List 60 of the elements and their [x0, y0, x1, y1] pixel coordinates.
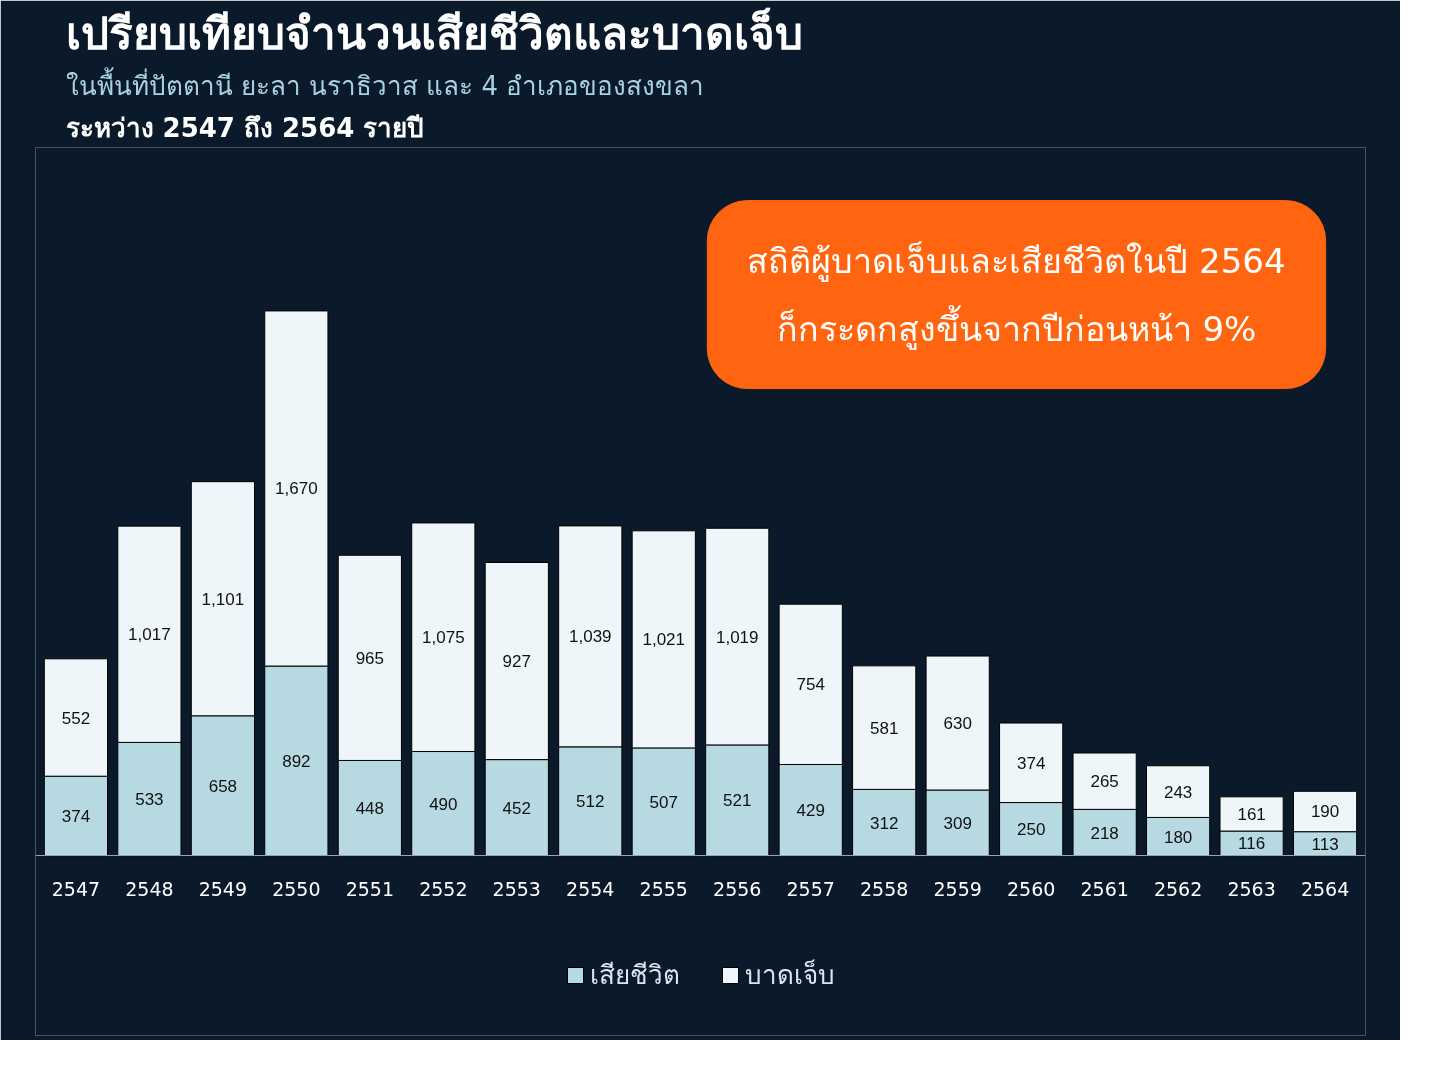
data-label: 309: [943, 813, 972, 833]
data-label: 374: [1016, 753, 1046, 773]
data-label: 243: [1163, 782, 1193, 802]
x-tick-label: 2564: [1300, 877, 1350, 900]
data-label: 490: [429, 794, 458, 814]
data-label: 630: [943, 714, 972, 734]
x-tick-label: 2558: [860, 877, 909, 900]
data-label: 552: [61, 708, 91, 728]
legend-label: เสียชีวิต: [590, 959, 680, 992]
data-label: 1,019: [715, 627, 759, 647]
data-label: 190: [1310, 802, 1340, 822]
data-label: 452: [502, 798, 531, 818]
data-label: 113: [1311, 834, 1339, 854]
data-label: 521: [723, 791, 752, 811]
data-label: 533: [135, 790, 164, 810]
chart-subtitle: ในพื้นที่ปัตตานี ยะลา นราธิวาส และ 4 อำเภอของสงขลา: [65, 66, 705, 101]
x-tick-label: 2553: [492, 877, 541, 900]
data-label: 180: [1163, 827, 1193, 847]
data-label: 429: [796, 801, 825, 821]
data-label: 658: [208, 776, 238, 796]
x-tick-label: 2556: [713, 877, 762, 900]
data-label: 892: [282, 751, 311, 771]
x-tick-label: 2562: [1153, 877, 1203, 900]
x-tick-label: 2561: [1080, 877, 1129, 900]
x-tick-label: 2563: [1227, 877, 1276, 900]
data-label: 581: [870, 718, 899, 738]
data-label: 1,039: [569, 627, 612, 647]
x-tick-label: 2552: [419, 877, 468, 900]
x-tick-label: 2551: [345, 877, 395, 900]
x-tick-label: 2560: [1006, 877, 1056, 900]
data-label: 161: [1237, 804, 1266, 824]
data-label: 1,075: [422, 628, 465, 648]
data-label: 218: [1090, 823, 1119, 843]
x-tick-label: 2557: [786, 877, 835, 900]
x-tick-label: 2548: [125, 877, 174, 900]
data-label: 374: [61, 806, 91, 826]
data-label: 754: [796, 675, 825, 695]
data-label: 512: [576, 792, 605, 812]
data-label: 250: [1016, 820, 1046, 840]
data-label: 1,101: [201, 589, 245, 609]
data-label: 312: [870, 813, 899, 833]
x-tick-label: 2549: [198, 877, 248, 900]
data-label: 965: [355, 648, 385, 668]
data-label: 507: [649, 792, 678, 812]
data-label: 265: [1090, 772, 1119, 792]
data-label: 448: [355, 799, 385, 819]
data-label: 1,017: [128, 625, 171, 645]
annotation: สถิติผู้บาดเจ็บและเสียชีวิตในปี 2564 ก็กระดกสูงขึ้นจากปีก่อนหน้า 9%: [747, 240, 1286, 350]
legend-label: บาดเจ็บ: [745, 958, 835, 992]
x-tick-label: 2550: [272, 877, 321, 900]
x-tick-label: 2555: [639, 877, 688, 900]
x-tick-label: 2559: [933, 877, 982, 900]
x-tick-label: 2554: [566, 877, 615, 900]
text: ระหว่าง 2547 ถึง 2564 รายปี: [65, 112, 425, 143]
data-label: 1,021: [642, 630, 686, 650]
data-label: 116: [1238, 834, 1266, 854]
chart-title: เปรียบเทียบจำนวนเสียชีวิตและบาดเจ็บ: [65, 6, 803, 59]
data-label: 1,670: [275, 479, 318, 499]
data-label: 927: [502, 652, 531, 672]
x-tick-label: 2547: [51, 877, 101, 900]
